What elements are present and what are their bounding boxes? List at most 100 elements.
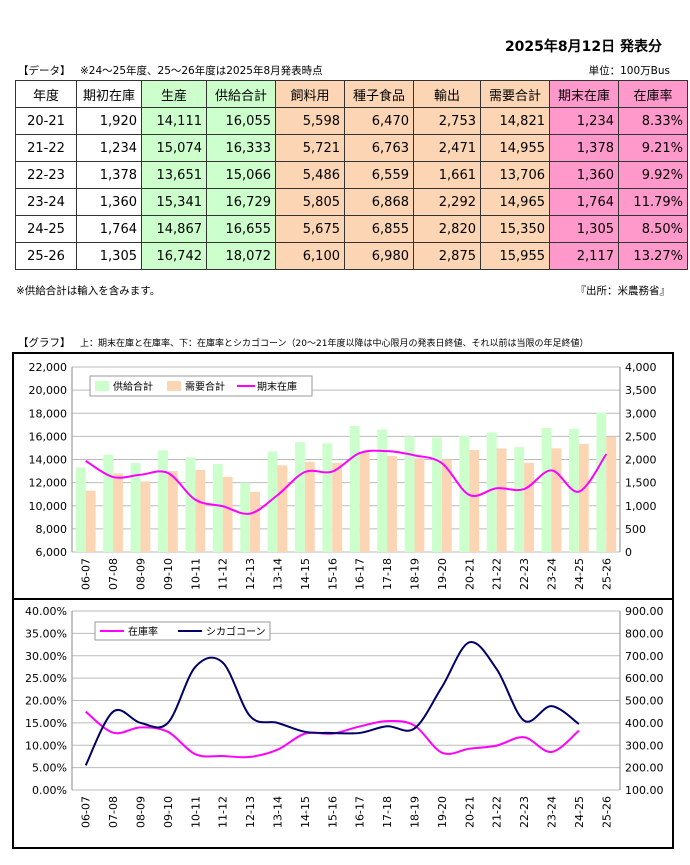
x-tick-label: 24-25 (573, 796, 586, 828)
left-tick-label: 8,000 (36, 523, 68, 536)
left-tick-label: 18,000 (29, 407, 68, 420)
table-cell: 15,341 (141, 188, 207, 216)
x-tick-label: 12-13 (244, 558, 257, 590)
table-cell: 5,805 (275, 188, 345, 216)
left-tick-label: 5.00% (32, 762, 67, 775)
table-header-row: 年度 期初在庫 生産 供給合計 飼料用 種子食品 輸出 需要合計 期末在庫 在庫率 (15, 80, 688, 108)
bar-supply (103, 454, 114, 552)
bar-demand (222, 476, 233, 552)
x-tick-label: 07-08 (107, 558, 120, 590)
series-line-1-0 (85, 449, 608, 515)
table-cell: 2,471 (413, 134, 481, 162)
data-note: ※24～25年度、25～26年度は2025年8月発表時点 (80, 65, 323, 77)
bar-supply (514, 447, 525, 552)
table-cell: 23-24 (15, 188, 77, 216)
column-header-3: 供給合計 (206, 80, 276, 108)
x-tick-label: 23-24 (546, 558, 559, 590)
table-cell: 2,292 (413, 188, 481, 216)
table-cell: 15,074 (141, 134, 207, 162)
data-section-tag: 【データ】 (18, 65, 71, 77)
table-cell: 14,111 (141, 107, 207, 135)
right-tick-label: 300.00 (625, 739, 664, 752)
table-cell: 5,486 (275, 161, 345, 189)
x-tick-label: 08-09 (135, 558, 148, 590)
table-cell: 6,100 (275, 242, 345, 270)
column-header-4: 飼料用 (275, 80, 345, 108)
right-tick-label: 3,000 (625, 407, 657, 420)
bar-supply (185, 457, 196, 552)
bar-demand (578, 443, 589, 552)
x-tick-label: 20-21 (463, 796, 476, 828)
right-tick-label: 4,000 (625, 361, 657, 374)
right-tick-label: 500 (625, 523, 646, 536)
table-cell: 16,055 (206, 107, 276, 135)
graph-description: 上：期末在庫と在庫率、下：在庫率とシカゴコーン（20～21年度以降は中心限月の発… (80, 339, 589, 349)
column-header-8: 期末在庫 (549, 80, 619, 108)
bar-supply (596, 412, 607, 552)
bar-demand (606, 436, 617, 552)
table-cell: 1,234 (549, 107, 619, 135)
table-cell: 16,333 (206, 134, 276, 162)
table-cell: 9.92% (618, 161, 688, 189)
bar-supply (158, 450, 168, 552)
bar-supply (240, 482, 251, 552)
legend-box (89, 375, 313, 397)
x-tick-label: 17-18 (381, 796, 394, 828)
bar-supply (267, 451, 278, 552)
table-cell: 6,868 (344, 188, 414, 216)
left-tick-label: 0.00% (32, 784, 67, 797)
right-tick-label: 600.00 (625, 672, 664, 685)
x-tick-label: 16-17 (354, 796, 367, 828)
x-tick-label: 11-12 (217, 796, 230, 828)
x-tick-label: 25-26 (600, 796, 613, 828)
x-tick-label: 07-08 (107, 796, 120, 828)
bar-demand (195, 469, 206, 552)
x-tick-label: 10-11 (189, 558, 202, 590)
right-tick-label: 2,000 (625, 454, 657, 467)
x-tick-label: 09-10 (162, 796, 175, 828)
bar-demand (496, 448, 507, 552)
left-tick-label: 15.00% (25, 717, 67, 730)
table-cell: 8.50% (618, 215, 688, 243)
legend-swatch (167, 381, 181, 391)
table-cell: 5,721 (275, 134, 345, 162)
left-tick-label: 20.00% (25, 695, 67, 708)
x-tick-label: 18-19 (409, 558, 422, 590)
column-header-7: 需要合計 (480, 80, 550, 108)
right-tick-label: 700.00 (625, 650, 664, 663)
table-cell: 15,955 (480, 242, 550, 270)
column-header-5: 種子食品 (344, 80, 414, 108)
x-tick-label: 11-12 (217, 558, 230, 590)
table-cell: 14,821 (480, 107, 550, 135)
right-tick-label: 1,500 (625, 477, 657, 490)
right-tick-label: 500.00 (625, 695, 664, 708)
right-tick-label: 800.00 (625, 627, 664, 640)
left-tick-label: 30.00% (25, 650, 67, 663)
table-cell: 15,066 (206, 161, 276, 189)
table-cell: 14,867 (141, 215, 207, 243)
table-row: 22-23 1,378 13,651 15,066 5,486 6,559 1,661 13,… (15, 161, 688, 189)
x-tick-label: 09-10 (162, 558, 175, 590)
x-tick-label: 22-23 (518, 796, 531, 828)
table-cell: 18,072 (206, 242, 276, 270)
column-header-6: 輸出 (413, 80, 481, 108)
left-tick-label: 22,000 (29, 361, 68, 374)
column-header-2: 生産 (141, 80, 207, 108)
right-tick-label: 100.00 (625, 784, 664, 797)
table-cell: 9.21% (618, 134, 688, 162)
x-tick-label: 24-25 (573, 558, 586, 590)
right-tick-label: 200.00 (625, 762, 664, 775)
bar-demand (277, 465, 288, 552)
x-tick-label: 10-11 (189, 796, 202, 828)
bar-supply (404, 436, 415, 552)
column-header-9: 在庫率 (618, 80, 688, 108)
table-cell: 1,764 (76, 215, 142, 243)
table-cell: 1,661 (413, 161, 481, 189)
bar-demand (250, 491, 260, 552)
legend-swatch (95, 381, 109, 391)
x-tick-label: 18-19 (409, 796, 422, 828)
x-tick-label: 20-21 (463, 558, 476, 590)
bar-demand (85, 490, 96, 552)
table-row: 25-26 1,305 16,742 18,072 6,100 6,980 2,875 15,… (15, 242, 688, 270)
x-tick-label: 15-16 (326, 558, 339, 590)
